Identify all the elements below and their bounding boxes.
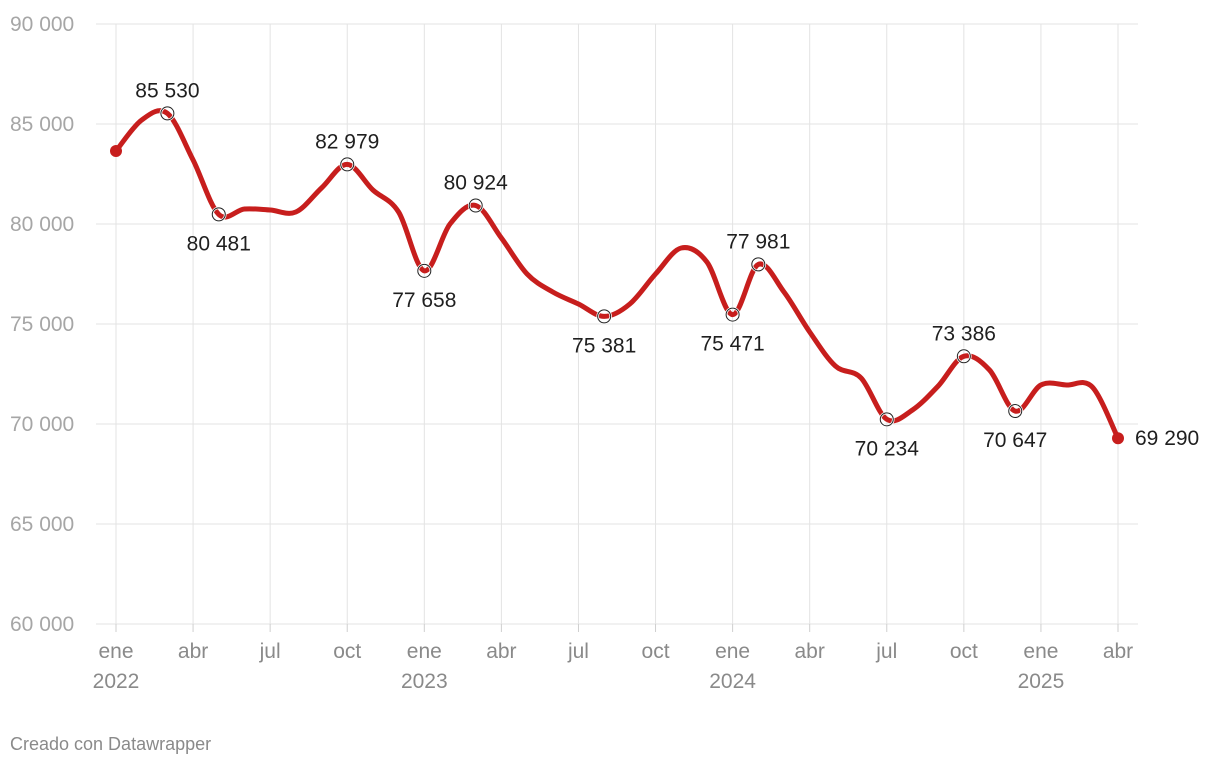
grid-lines bbox=[96, 23, 1138, 632]
data-labels: 85 530 80 481 82 979 77 658 80 924 75 381 75 4… bbox=[135, 79, 1199, 460]
point-marker bbox=[468, 198, 483, 213]
data-label: 70 647 bbox=[983, 429, 1047, 452]
point-marker bbox=[956, 349, 971, 364]
x-tick-label: ene bbox=[1023, 640, 1058, 663]
y-tick-label: 70 000 bbox=[10, 413, 74, 436]
data-label: 69 290 bbox=[1135, 427, 1199, 450]
x-tick-label: oct bbox=[333, 640, 361, 663]
data-label: 75 471 bbox=[700, 333, 764, 356]
x-tick-label: ene bbox=[715, 640, 750, 663]
x-tick-label: jul bbox=[259, 640, 281, 663]
x-tick-label: abr bbox=[1103, 640, 1133, 663]
x-tick-year-label: 2025 bbox=[1018, 670, 1065, 693]
y-tick-label: 90 000 bbox=[10, 13, 74, 36]
point-marker bbox=[725, 307, 740, 322]
endpoint-marker bbox=[1112, 432, 1124, 445]
point-markers bbox=[110, 105, 1124, 445]
x-tick-label: abr bbox=[178, 640, 208, 663]
y-tick-label: 65 000 bbox=[10, 513, 74, 536]
y-tick-label: 85 000 bbox=[10, 113, 74, 136]
series-line-group bbox=[113, 108, 1121, 441]
point-marker bbox=[417, 263, 432, 278]
x-tick-label: oct bbox=[950, 640, 978, 663]
data-label: 70 234 bbox=[855, 437, 920, 460]
x-tick-year-label: 2022 bbox=[93, 670, 140, 693]
x-tick-label: jul bbox=[567, 640, 589, 663]
y-axis-tick-labels: 60 000 65 000 70 000 75 000 80 000 85 000 90 0… bbox=[10, 13, 74, 636]
y-tick-label: 60 000 bbox=[10, 613, 74, 636]
x-tick-label: jul bbox=[875, 640, 897, 663]
x-tick-label: ene bbox=[407, 640, 442, 663]
endpoint-marker bbox=[110, 145, 122, 157]
data-label: 80 481 bbox=[187, 232, 251, 255]
x-tick-label: ene bbox=[98, 640, 133, 663]
point-marker bbox=[340, 157, 355, 172]
data-label: 73 386 bbox=[932, 322, 996, 345]
footer-credit: Creado con Datawrapper bbox=[10, 734, 212, 754]
point-marker bbox=[160, 106, 175, 121]
x-tick-label: abr bbox=[795, 640, 825, 663]
point-marker bbox=[211, 207, 226, 222]
data-label: 77 981 bbox=[726, 230, 790, 253]
x-axis-tick-labels: ene 2022 abr jul oct ene 2023 abr jul oct ene 2024 a… bbox=[93, 640, 1134, 693]
data-label: 80 924 bbox=[444, 172, 509, 195]
x-tick-year-label: 2024 bbox=[709, 670, 756, 693]
point-marker bbox=[879, 412, 894, 427]
y-tick-label: 75 000 bbox=[10, 313, 74, 336]
x-tick-label: oct bbox=[642, 640, 670, 663]
series-line bbox=[113, 108, 1121, 441]
data-label: 85 530 bbox=[135, 79, 199, 102]
data-label: 77 658 bbox=[392, 289, 456, 312]
x-tick-year-label: 2023 bbox=[401, 670, 448, 693]
point-marker bbox=[1008, 404, 1023, 419]
data-label: 82 979 bbox=[315, 130, 379, 153]
x-tick-label: abr bbox=[486, 640, 516, 663]
y-tick-label: 80 000 bbox=[10, 213, 74, 236]
point-marker bbox=[597, 309, 612, 324]
point-marker bbox=[751, 257, 766, 272]
data-label: 75 381 bbox=[572, 334, 636, 357]
